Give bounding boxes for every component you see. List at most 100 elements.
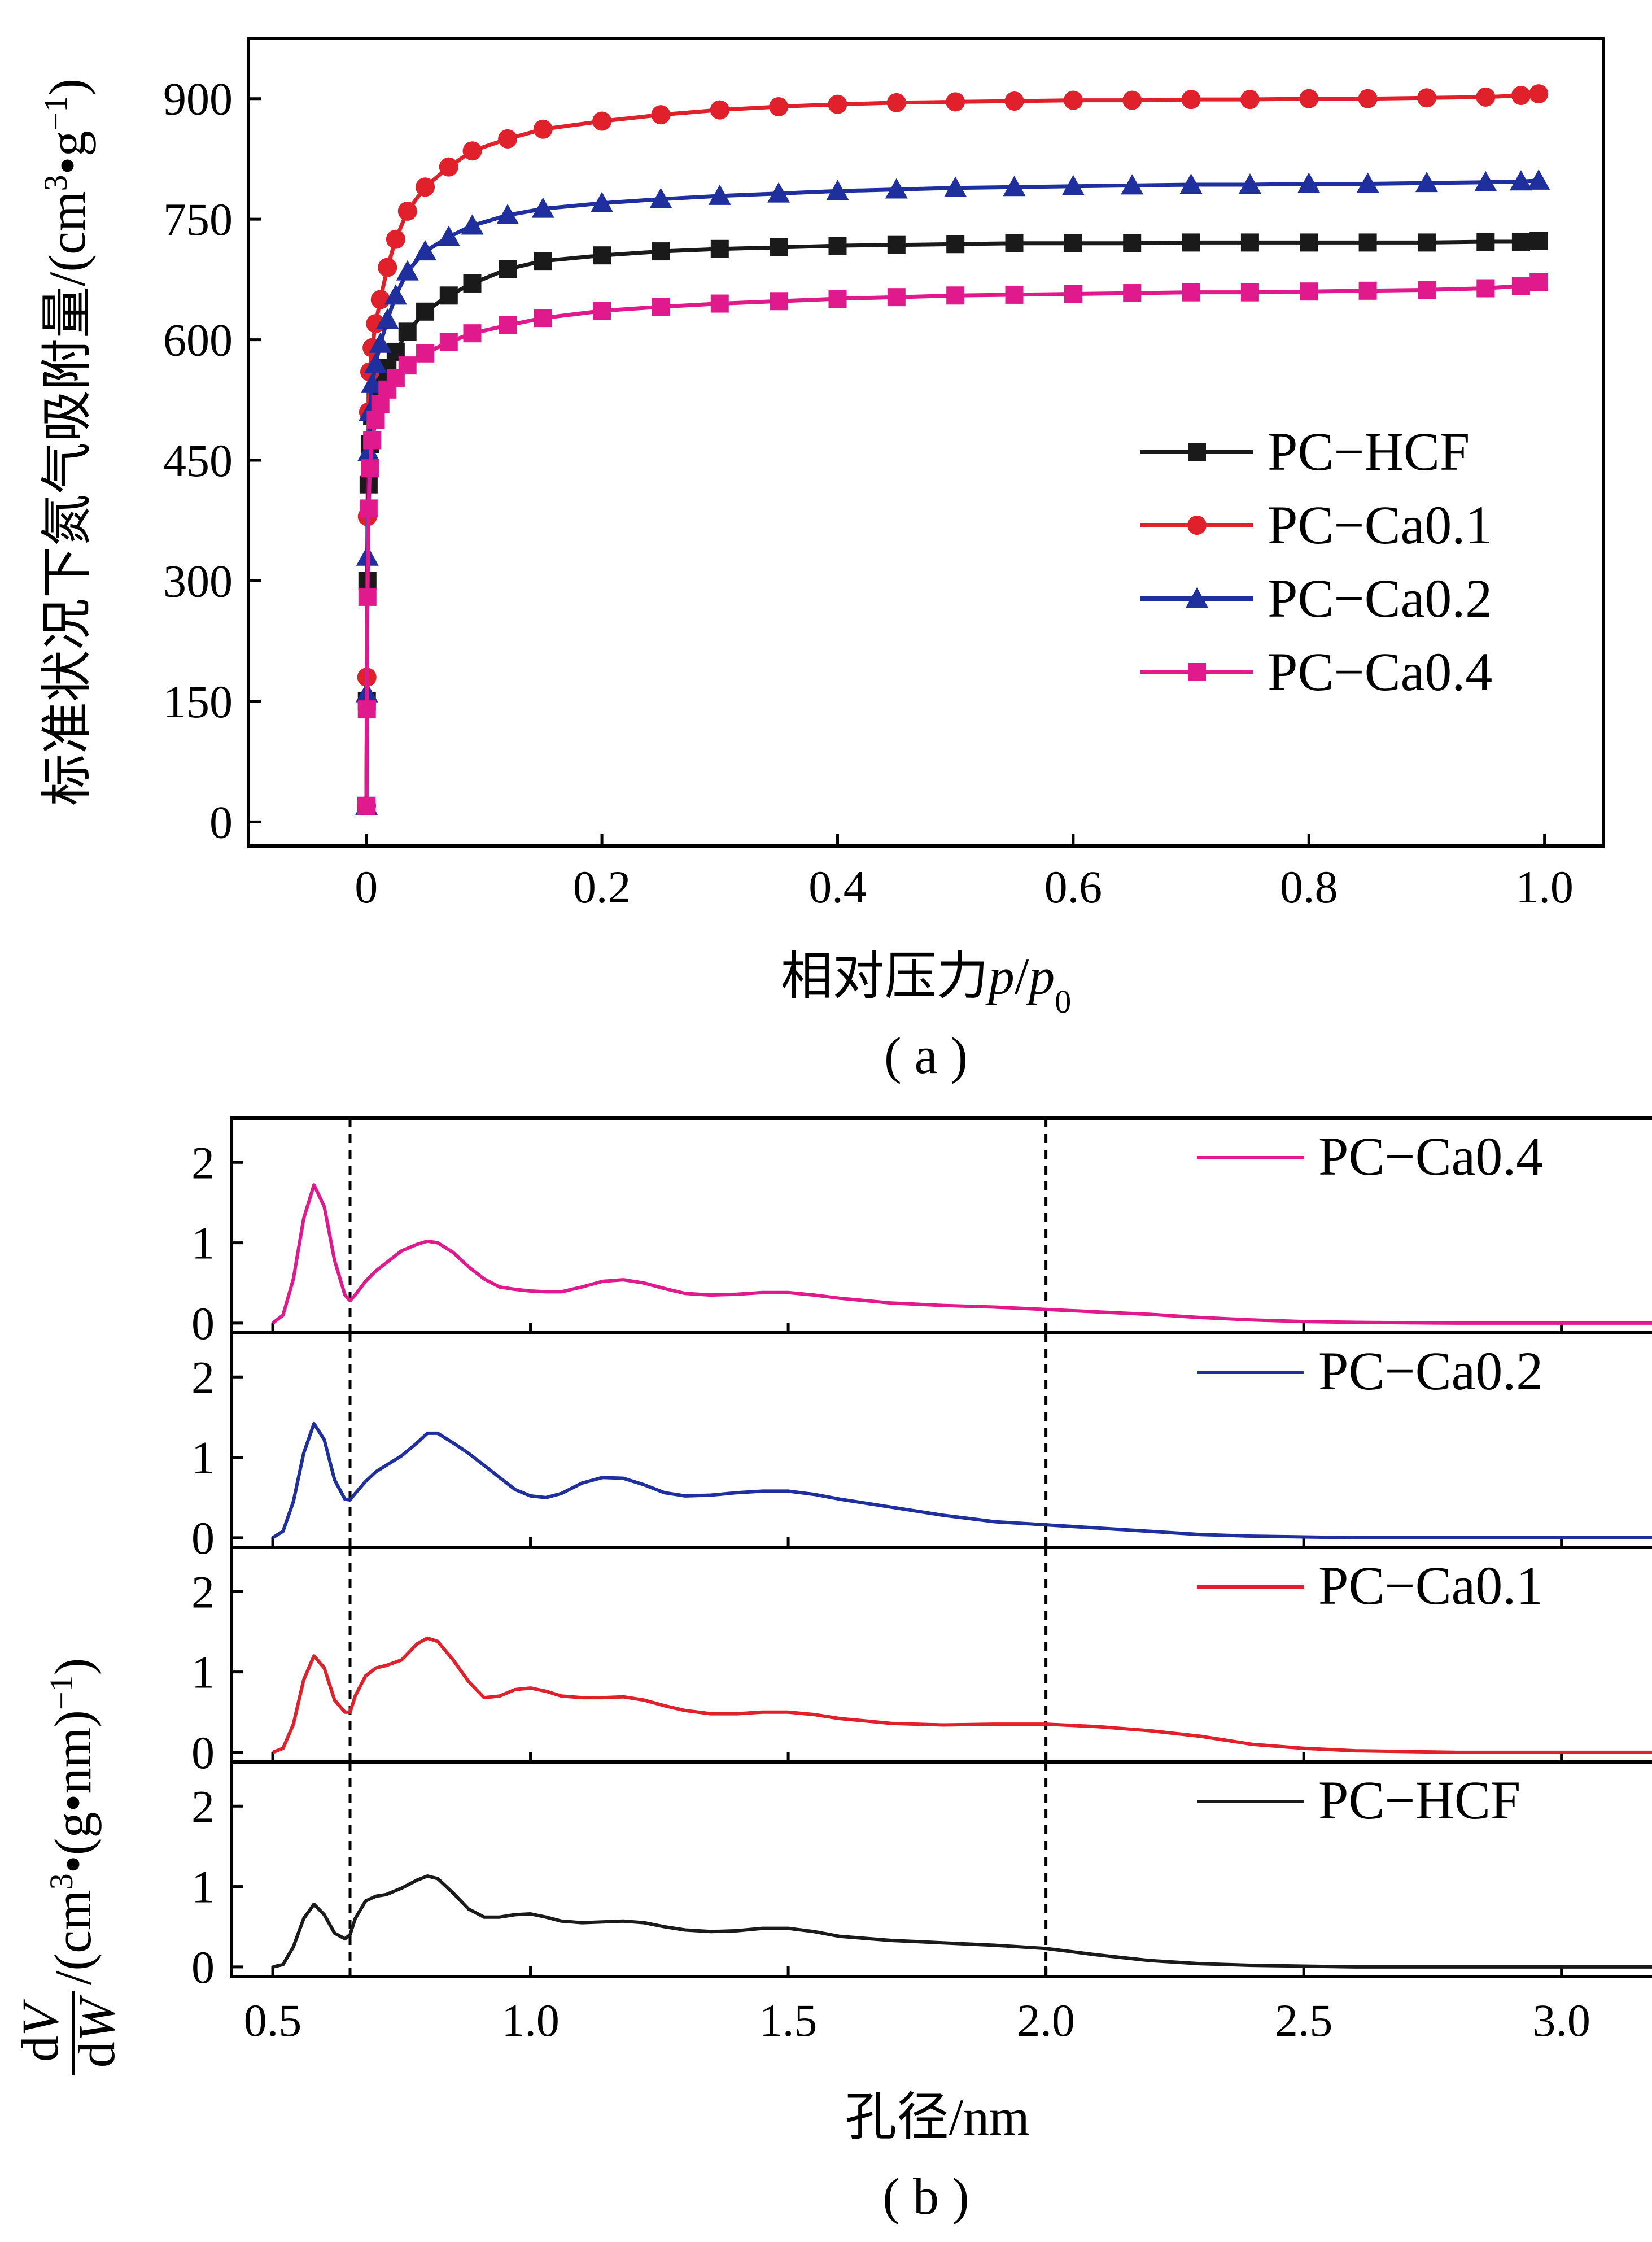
panel-b-y-tick-label: 1 [191, 1432, 215, 1484]
panel-a-legend-item: PC−Ca0.1 [1140, 495, 1492, 555]
panel-a-data-point [398, 356, 417, 375]
panel-a-y-tick-label: 150 [163, 676, 233, 727]
panel-a-data-point [770, 292, 788, 311]
panel-b-x-tick-label: 1.5 [759, 1995, 818, 2046]
panel-b-series-line [272, 1874, 1652, 1969]
panel-a-data-point [376, 308, 399, 329]
panel-a-data-point [652, 242, 670, 261]
panel-a-data-point [1181, 90, 1201, 110]
panel-a-data-point [887, 288, 906, 307]
panel-a-data-point [386, 229, 405, 249]
panel-a-data-point [649, 187, 672, 208]
panel-a-data-point [1417, 88, 1436, 108]
panel-a-data-point [370, 290, 390, 309]
panel-b-subplot-2: 0 1 2 PC−Ca0.1 [191, 1546, 1652, 1778]
panel-a-data-point [1005, 234, 1024, 252]
panel-a-xlabel-p: p [985, 948, 1015, 1005]
panel-a-y-tick-label: 0 [209, 796, 233, 848]
panel-a-data-point [366, 411, 385, 429]
panel-a-data-point [886, 93, 906, 112]
panel-a-data-point [1064, 285, 1082, 303]
panel-a-series-3 [357, 273, 1548, 815]
panel-b-legend-label: PC−Ca0.4 [1318, 1126, 1543, 1187]
panel-b-subplots: 0 1 2 PC−Ca0.4 0 1 2 PC−Ca0.2 0 1 2 PC−Ca0.1 0 1 2 PC−H… [191, 1116, 1652, 1993]
panel-a-data-point [944, 176, 967, 197]
panel-a-legend-label: PC−Ca0.4 [1268, 642, 1492, 702]
panel-a-data-point [1300, 282, 1318, 301]
panel-a-x-tick-label: 0.2 [573, 861, 631, 913]
panel-b-ylabel-rest-a: /(cm [44, 1890, 102, 1985]
panel-b-x-tick-label: 3.0 [1532, 1995, 1590, 2046]
panel-a-data-point [593, 246, 611, 265]
panel-a-data-point [361, 372, 384, 393]
panel-a-legend-label: PC−Ca0.2 [1268, 568, 1492, 629]
panel-a-isotherm-chart: 0 150 300 450 600 750 900 0 0.2 0.4 0.6 0.8 1.0 标准状况… [37, 37, 1605, 1084]
panel-a-data-point [357, 700, 376, 719]
panel-a-data-point [946, 235, 965, 254]
panel-b-ylabel-num-d: d [11, 2036, 69, 2062]
panel-a-series-line [364, 91, 1539, 806]
panel-a-data-point [531, 197, 554, 218]
panel-a-legend-item: PC−HCF [1140, 421, 1470, 482]
panel-a-data-point [1358, 233, 1377, 252]
panel-a-xlabel-slash: / [1015, 948, 1029, 1005]
panel-b-ylabel-denominator: dW [68, 1994, 125, 2067]
panel-a-data-point [593, 302, 611, 320]
panel-a-data-point [363, 431, 382, 450]
panel-a-ylabel-sup1: 3 [37, 175, 74, 191]
panel-a-data-point [498, 129, 518, 149]
panel-b-x-ticks: 0.5 1.0 1.5 2.0 2.5 3.0 [244, 1995, 1590, 2046]
panel-a-data-point [533, 119, 553, 139]
panel-a-legend-marker [1186, 587, 1208, 608]
panel-a-data-point [463, 274, 482, 293]
panel-b-x-tick-label: 1.0 [501, 1995, 560, 2046]
panel-b-y-tick-label: 2 [191, 1351, 215, 1403]
panel-a-data-point [439, 286, 458, 305]
panel-a-x-tick-label: 0 [355, 861, 378, 913]
panel-a-data-point [496, 204, 519, 225]
panel-a-data-point [358, 587, 377, 606]
panel-a-data-point [1240, 283, 1259, 302]
panel-a-data-point [1509, 170, 1532, 191]
panel-b-subplot-frame [230, 1760, 1652, 1978]
panel-a-legend-item: PC−Ca0.2 [1140, 568, 1492, 629]
panel-a-series-2 [355, 169, 1550, 815]
panel-a-ylabel-mid: •g [38, 130, 96, 175]
panel-a-xlabel-text: 相对压力 [781, 948, 989, 1005]
panel-a-data-point [384, 284, 407, 305]
panel-a-ticks: 0 150 300 450 600 750 900 0 0.2 0.4 0.6 0.8 1.0 [163, 73, 1574, 913]
panel-a-data-point [357, 796, 376, 815]
panel-a-data-point [1529, 273, 1548, 291]
panel-a-ylabel-text: 标准状况下氮气吸附量/(cm [38, 191, 96, 806]
panel-a-data-point [1121, 174, 1144, 195]
panel-a-data-point [499, 316, 517, 334]
panel-a-x-tick-label: 0.4 [808, 861, 867, 913]
panel-b-ylabel-rest-b: •(g•nm) [44, 1710, 102, 1873]
panel-a-legend: PC−HCF PC−Ca0.1 PC−Ca0.2 PC−Ca0.4 [1140, 421, 1492, 702]
panel-a-data-point [652, 298, 670, 316]
panel-a-data-point [1182, 233, 1200, 252]
panel-b-x-tick-label: 2.0 [1017, 1995, 1075, 2046]
panel-b-y-tick-label: 1 [191, 1861, 215, 1913]
panel-b-pore-size-chart: 0 1 2 PC−Ca0.4 0 1 2 PC−Ca0.2 0 1 2 PC−Ca0.1 0 1 2 PC−H… [11, 1116, 1652, 2225]
panel-a-x-axis-title: 相对压力p/p0 [781, 948, 1072, 1020]
panel-a-data-point [1358, 281, 1377, 300]
panel-a-data-point [1064, 234, 1082, 252]
panel-b-legend-label: PC−Ca0.2 [1318, 1341, 1543, 1401]
panel-a-data-point [437, 225, 460, 246]
panel-a-data-point [828, 237, 847, 255]
panel-b-ylabel-rest-sup2: −1 [43, 1675, 80, 1710]
panel-a-data-point [770, 238, 788, 256]
panel-b-ylabel-num-v: V [11, 1999, 69, 2036]
panel-a-y-tick-label: 900 [163, 73, 233, 125]
panel-b-y-tick-label: 0 [191, 1512, 215, 1564]
panel-a-data-point [1476, 232, 1495, 251]
panel-a-data-point [708, 184, 731, 205]
panel-a-data-point [1297, 172, 1321, 193]
panel-a-data-point [397, 201, 417, 221]
panel-b-subplot-3: 0 1 2 PC−HCF [191, 1760, 1652, 1993]
panel-a-legend-label: PC−Ca0.1 [1268, 495, 1492, 555]
panel-a-legend-label: PC−HCF [1268, 421, 1470, 482]
panel-a-data-point [1240, 90, 1260, 110]
